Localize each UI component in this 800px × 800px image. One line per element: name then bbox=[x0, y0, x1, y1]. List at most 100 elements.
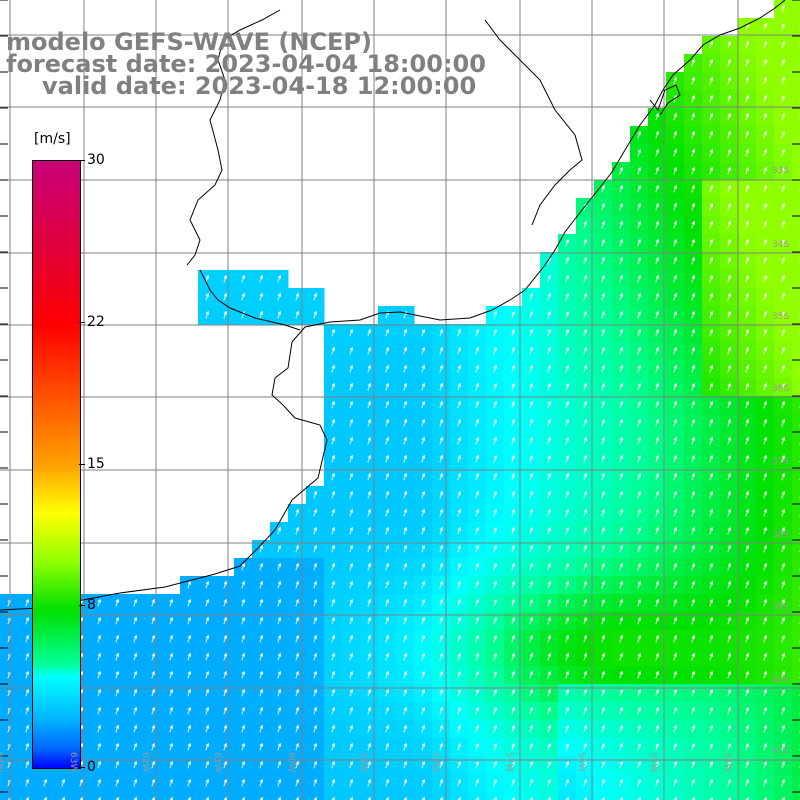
wind-arrow bbox=[259, 724, 264, 733]
wind-arrow bbox=[709, 454, 714, 463]
wind-arrow bbox=[205, 652, 210, 661]
wind-arrow bbox=[493, 652, 498, 661]
wind-arrow bbox=[691, 220, 696, 229]
wind-arrow bbox=[349, 760, 354, 769]
wind-cell bbox=[36, 792, 55, 800]
longitude-label: 57W bbox=[504, 752, 514, 773]
wind-arrow bbox=[709, 616, 714, 625]
wind-arrow bbox=[187, 634, 192, 643]
wind-arrow bbox=[709, 94, 714, 103]
wind-arrow bbox=[601, 238, 606, 247]
wind-arrow bbox=[637, 508, 642, 517]
wind-cell bbox=[792, 774, 800, 793]
colorbar-tick-label: 22 bbox=[87, 313, 105, 330]
wind-arrow bbox=[25, 670, 30, 679]
latitude-label: 35S bbox=[772, 312, 790, 322]
wind-arrow bbox=[457, 652, 462, 661]
wind-arrow bbox=[421, 580, 426, 589]
wind-arrow bbox=[241, 580, 246, 589]
wind-arrow bbox=[673, 112, 678, 121]
wind-arrow bbox=[619, 454, 624, 463]
wind-arrow bbox=[565, 472, 570, 481]
wind-arrow bbox=[763, 76, 768, 85]
wind-arrow bbox=[763, 274, 768, 283]
wind-arrow bbox=[691, 364, 696, 373]
wind-arrow bbox=[601, 634, 606, 643]
wind-arrow bbox=[475, 526, 480, 535]
wind-arrow bbox=[781, 148, 786, 157]
wind-arrow bbox=[637, 688, 642, 697]
wind-arrow bbox=[205, 292, 210, 301]
brazil-uruguay-border bbox=[484, 19, 583, 226]
wind-arrow bbox=[511, 400, 516, 409]
wind-arrow bbox=[709, 400, 714, 409]
model-title: modelo GEFS-WAVE (NCEP) bbox=[6, 28, 372, 56]
wind-arrow bbox=[169, 724, 174, 733]
wind-arrow bbox=[367, 652, 372, 661]
wind-arrow bbox=[349, 598, 354, 607]
wind-arrow bbox=[655, 616, 660, 625]
wind-arrow bbox=[295, 508, 300, 517]
wind-arrow bbox=[655, 562, 660, 571]
wind-arrow bbox=[457, 346, 462, 355]
wind-cell bbox=[792, 738, 800, 757]
wind-arrow bbox=[421, 328, 426, 337]
wind-arrow bbox=[583, 220, 588, 229]
wind-arrow bbox=[385, 778, 390, 787]
wind-arrow bbox=[709, 76, 714, 85]
wind-arrow bbox=[727, 40, 732, 49]
wind-cell bbox=[792, 324, 800, 343]
wind-arrow bbox=[313, 724, 318, 733]
wind-arrow bbox=[637, 130, 642, 139]
wind-arrow bbox=[367, 490, 372, 499]
wind-arrow bbox=[763, 22, 768, 31]
wind-arrow bbox=[349, 526, 354, 535]
wind-arrow bbox=[205, 706, 210, 715]
wind-arrow bbox=[439, 526, 444, 535]
wind-arrow bbox=[277, 688, 282, 697]
wind-arrow bbox=[763, 40, 768, 49]
wind-arrow bbox=[637, 760, 642, 769]
wind-arrow bbox=[259, 742, 264, 751]
wind-arrow bbox=[169, 778, 174, 787]
wind-arrow bbox=[115, 760, 120, 769]
wind-arrow bbox=[385, 688, 390, 697]
wind-arrow bbox=[457, 670, 462, 679]
wind-arrow bbox=[421, 418, 426, 427]
wind-arrow bbox=[637, 346, 642, 355]
wind-arrow bbox=[403, 580, 408, 589]
wind-arrow bbox=[493, 670, 498, 679]
wind-cell bbox=[594, 792, 613, 800]
wind-arrow bbox=[781, 400, 786, 409]
wind-arrow bbox=[583, 310, 588, 319]
wind-arrow bbox=[619, 652, 624, 661]
wind-arrow bbox=[529, 454, 534, 463]
wind-arrow bbox=[745, 418, 750, 427]
wind-arrow bbox=[745, 94, 750, 103]
wind-arrow bbox=[601, 346, 606, 355]
wind-arrow bbox=[349, 508, 354, 517]
wind-arrow bbox=[745, 184, 750, 193]
wind-arrow bbox=[619, 292, 624, 301]
wind-arrow bbox=[547, 454, 552, 463]
wind-cell bbox=[612, 792, 631, 800]
colorbar-tick-mark bbox=[79, 463, 85, 465]
latitude-label: 33S bbox=[772, 166, 790, 176]
wind-arrow bbox=[169, 670, 174, 679]
wind-arrow bbox=[727, 580, 732, 589]
wind-arrow bbox=[655, 400, 660, 409]
wind-arrow bbox=[619, 382, 624, 391]
wind-arrow bbox=[565, 580, 570, 589]
wind-arrow bbox=[493, 508, 498, 517]
wind-arrow bbox=[691, 292, 696, 301]
wind-arrow bbox=[223, 724, 228, 733]
wind-arrow bbox=[565, 688, 570, 697]
wind-arrow bbox=[619, 742, 624, 751]
wind-arrow bbox=[421, 688, 426, 697]
wind-arrow bbox=[547, 292, 552, 301]
wind-arrow bbox=[403, 634, 408, 643]
wind-arrow bbox=[187, 742, 192, 751]
wind-arrow bbox=[493, 598, 498, 607]
wind-arrow bbox=[367, 760, 372, 769]
wind-arrow bbox=[727, 112, 732, 121]
